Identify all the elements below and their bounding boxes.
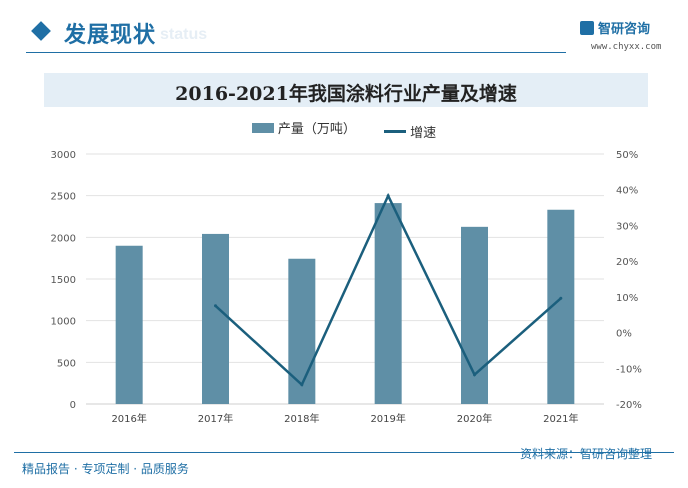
brand-logo: 智研咨询 xyxy=(580,18,650,37)
footer-source: 资料来源：智研咨询整理 xyxy=(520,447,653,461)
y-right-tick-label: 30% xyxy=(616,221,638,232)
chart-title: 2016-2021年我国涂料行业产量及增速 xyxy=(175,83,517,105)
y-right-tick-label: 10% xyxy=(616,293,638,304)
section-subtitle: status xyxy=(160,26,208,43)
section-title: 发展现状 xyxy=(64,23,157,48)
y-right-tick-label: 40% xyxy=(616,186,638,197)
y-left-tick-label: 0 xyxy=(70,400,76,411)
y-left-tick-label: 500 xyxy=(57,358,76,369)
bar xyxy=(202,233,229,404)
y-right-tick-label: -20% xyxy=(616,400,642,411)
bar xyxy=(374,203,402,404)
header-divider xyxy=(26,52,566,53)
growth-point xyxy=(214,304,217,308)
header: status 发展现状 智研咨询 www.chyxx.com xyxy=(0,0,688,60)
x-tick-label: 2019年 xyxy=(370,412,405,425)
x-tick-label: 2016年 xyxy=(111,412,146,425)
bar xyxy=(288,258,316,404)
growth-point xyxy=(386,194,390,198)
y-left-tick-label: 2500 xyxy=(51,192,76,203)
y-right-tick-label: 50% xyxy=(616,150,638,161)
y-left-tick-label: 3000 xyxy=(51,150,76,161)
y-left-tick-label: 1000 xyxy=(51,317,76,328)
y-right-tick-label: 20% xyxy=(616,257,638,268)
legend-label-bar: 产量（万吨） xyxy=(277,122,356,137)
legend-item-bar: 产量（万吨） xyxy=(251,118,356,137)
y-right-tick-label: 0% xyxy=(616,329,632,340)
legend-label-line: 增速 xyxy=(410,125,437,141)
y-left-tick-label: 2000 xyxy=(51,233,76,244)
footer-divider xyxy=(14,452,674,453)
brand-icon xyxy=(580,21,594,35)
legend-item-line: 增速 xyxy=(384,122,436,141)
chart-legend: 产量（万吨） 增速 xyxy=(0,118,688,141)
chart-title-bar: 2016-2021年我国涂料行业产量及增速 xyxy=(44,73,648,107)
footer-tagline: 精品报告 · 专项定制 · 品质服务 xyxy=(22,462,189,476)
growth-point xyxy=(300,383,304,387)
brand-name: 智研咨询 xyxy=(598,22,651,37)
bar xyxy=(115,245,143,404)
legend-swatch-bar xyxy=(251,122,274,133)
growth-point xyxy=(473,373,476,377)
brand-url: www.chyxx.com xyxy=(591,42,662,52)
x-tick-label: 2018年 xyxy=(284,412,319,425)
y-left-tick-label: 1500 xyxy=(51,275,76,286)
growth-point xyxy=(559,296,563,300)
x-tick-label: 2017年 xyxy=(198,412,233,425)
bar xyxy=(461,226,488,404)
x-tick-label: 2021年 xyxy=(543,412,578,425)
y-right-tick-label: -10% xyxy=(616,364,642,375)
x-tick-label: 2020年 xyxy=(457,412,492,425)
legend-swatch-line xyxy=(384,129,407,133)
